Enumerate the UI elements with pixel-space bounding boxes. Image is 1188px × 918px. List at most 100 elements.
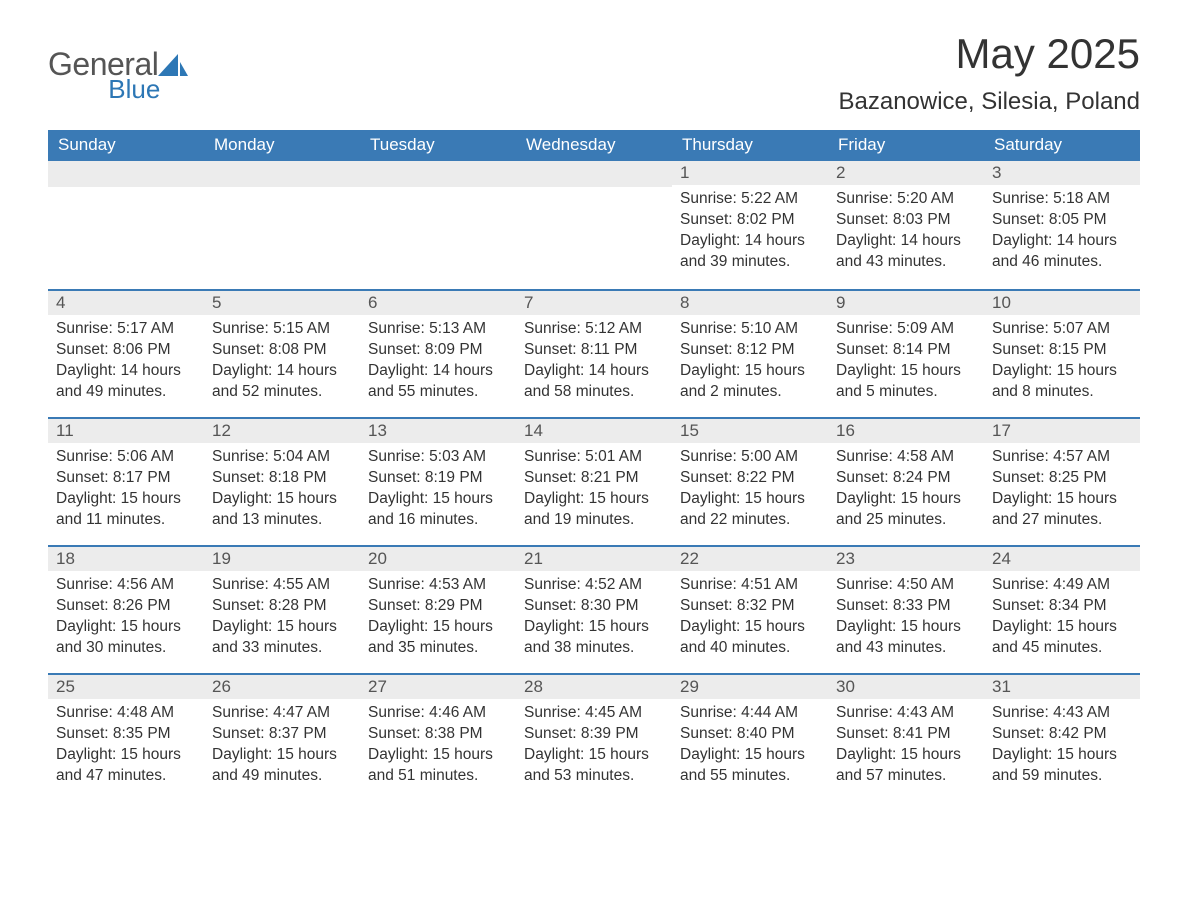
sunset-line: Sunset: 8:02 PM xyxy=(680,210,820,231)
daylight-line: Daylight: 15 hours and 11 minutes. xyxy=(56,489,196,531)
daylight-line: Daylight: 14 hours and 55 minutes. xyxy=(368,361,508,403)
sunset-line: Sunset: 8:34 PM xyxy=(992,596,1132,617)
day-number: 15 xyxy=(672,419,828,443)
day-cell: 14Sunrise: 5:01 AMSunset: 8:21 PMDayligh… xyxy=(516,419,672,545)
day-body: Sunrise: 5:07 AMSunset: 8:15 PMDaylight:… xyxy=(984,315,1140,411)
day-cell: 11Sunrise: 5:06 AMSunset: 8:17 PMDayligh… xyxy=(48,419,204,545)
day-number: 22 xyxy=(672,547,828,571)
day-number: 31 xyxy=(984,675,1140,699)
day-body: Sunrise: 5:12 AMSunset: 8:11 PMDaylight:… xyxy=(516,315,672,411)
day-cell: 23Sunrise: 4:50 AMSunset: 8:33 PMDayligh… xyxy=(828,547,984,673)
day-cell xyxy=(48,161,204,289)
day-cell: 28Sunrise: 4:45 AMSunset: 8:39 PMDayligh… xyxy=(516,675,672,801)
sunset-line: Sunset: 8:32 PM xyxy=(680,596,820,617)
day-cell: 2Sunrise: 5:20 AMSunset: 8:03 PMDaylight… xyxy=(828,161,984,289)
day-number: 3 xyxy=(984,161,1140,185)
sunrise-line: Sunrise: 5:07 AM xyxy=(992,319,1132,340)
day-body: Sunrise: 5:13 AMSunset: 8:09 PMDaylight:… xyxy=(360,315,516,411)
day-number: 4 xyxy=(48,291,204,315)
sunrise-line: Sunrise: 4:45 AM xyxy=(524,703,664,724)
sunset-line: Sunset: 8:29 PM xyxy=(368,596,508,617)
weeks-container: 1Sunrise: 5:22 AMSunset: 8:02 PMDaylight… xyxy=(48,161,1140,801)
day-body: Sunrise: 4:48 AMSunset: 8:35 PMDaylight:… xyxy=(48,699,204,795)
sunrise-line: Sunrise: 4:57 AM xyxy=(992,447,1132,468)
sunrise-line: Sunrise: 5:00 AM xyxy=(680,447,820,468)
day-cell: 26Sunrise: 4:47 AMSunset: 8:37 PMDayligh… xyxy=(204,675,360,801)
sunrise-line: Sunrise: 4:47 AM xyxy=(212,703,352,724)
sunset-line: Sunset: 8:08 PM xyxy=(212,340,352,361)
day-number: 14 xyxy=(516,419,672,443)
sunrise-line: Sunrise: 4:48 AM xyxy=(56,703,196,724)
daylight-line: Daylight: 14 hours and 39 minutes. xyxy=(680,231,820,273)
sunset-line: Sunset: 8:15 PM xyxy=(992,340,1132,361)
sunrise-line: Sunrise: 4:46 AM xyxy=(368,703,508,724)
daylight-line: Daylight: 15 hours and 57 minutes. xyxy=(836,745,976,787)
daylight-line: Daylight: 15 hours and 25 minutes. xyxy=(836,489,976,531)
sunset-line: Sunset: 8:21 PM xyxy=(524,468,664,489)
day-cell: 30Sunrise: 4:43 AMSunset: 8:41 PMDayligh… xyxy=(828,675,984,801)
logo-text: General Blue xyxy=(48,48,158,102)
week-row: 25Sunrise: 4:48 AMSunset: 8:35 PMDayligh… xyxy=(48,673,1140,801)
day-body: Sunrise: 4:46 AMSunset: 8:38 PMDaylight:… xyxy=(360,699,516,795)
logo: General Blue xyxy=(48,30,188,102)
sunrise-line: Sunrise: 4:50 AM xyxy=(836,575,976,596)
daylight-line: Daylight: 15 hours and 35 minutes. xyxy=(368,617,508,659)
day-number: 20 xyxy=(360,547,516,571)
sunrise-line: Sunrise: 4:43 AM xyxy=(992,703,1132,724)
daylight-line: Daylight: 14 hours and 46 minutes. xyxy=(992,231,1132,273)
daylight-line: Daylight: 15 hours and 49 minutes. xyxy=(212,745,352,787)
day-cell: 25Sunrise: 4:48 AMSunset: 8:35 PMDayligh… xyxy=(48,675,204,801)
day-cell xyxy=(360,161,516,289)
day-number: 12 xyxy=(204,419,360,443)
day-cell: 3Sunrise: 5:18 AMSunset: 8:05 PMDaylight… xyxy=(984,161,1140,289)
sunrise-line: Sunrise: 4:44 AM xyxy=(680,703,820,724)
sunset-line: Sunset: 8:33 PM xyxy=(836,596,976,617)
day-body: Sunrise: 5:10 AMSunset: 8:12 PMDaylight:… xyxy=(672,315,828,411)
day-number: 1 xyxy=(672,161,828,185)
weekday-monday: Monday xyxy=(204,130,360,161)
sunrise-line: Sunrise: 5:18 AM xyxy=(992,189,1132,210)
sunrise-line: Sunrise: 4:51 AM xyxy=(680,575,820,596)
sunrise-line: Sunrise: 5:15 AM xyxy=(212,319,352,340)
daylight-line: Daylight: 15 hours and 16 minutes. xyxy=(368,489,508,531)
sunset-line: Sunset: 8:06 PM xyxy=(56,340,196,361)
day-cell: 24Sunrise: 4:49 AMSunset: 8:34 PMDayligh… xyxy=(984,547,1140,673)
day-cell xyxy=(516,161,672,289)
day-cell: 5Sunrise: 5:15 AMSunset: 8:08 PMDaylight… xyxy=(204,291,360,417)
weekday-tuesday: Tuesday xyxy=(360,130,516,161)
day-body: Sunrise: 5:00 AMSunset: 8:22 PMDaylight:… xyxy=(672,443,828,539)
sunrise-line: Sunrise: 5:01 AM xyxy=(524,447,664,468)
day-body: Sunrise: 5:09 AMSunset: 8:14 PMDaylight:… xyxy=(828,315,984,411)
day-cell: 8Sunrise: 5:10 AMSunset: 8:12 PMDaylight… xyxy=(672,291,828,417)
sunset-line: Sunset: 8:25 PM xyxy=(992,468,1132,489)
day-body: Sunrise: 4:56 AMSunset: 8:26 PMDaylight:… xyxy=(48,571,204,667)
day-number: 29 xyxy=(672,675,828,699)
sunrise-line: Sunrise: 5:10 AM xyxy=(680,319,820,340)
day-cell: 29Sunrise: 4:44 AMSunset: 8:40 PMDayligh… xyxy=(672,675,828,801)
sunrise-line: Sunrise: 4:43 AM xyxy=(836,703,976,724)
day-cell xyxy=(204,161,360,289)
sunrise-line: Sunrise: 4:55 AM xyxy=(212,575,352,596)
day-body: Sunrise: 5:06 AMSunset: 8:17 PMDaylight:… xyxy=(48,443,204,539)
week-row: 1Sunrise: 5:22 AMSunset: 8:02 PMDaylight… xyxy=(48,161,1140,289)
sunrise-line: Sunrise: 4:52 AM xyxy=(524,575,664,596)
day-number: 7 xyxy=(516,291,672,315)
sunset-line: Sunset: 8:12 PM xyxy=(680,340,820,361)
day-cell: 15Sunrise: 5:00 AMSunset: 8:22 PMDayligh… xyxy=(672,419,828,545)
day-body: Sunrise: 4:49 AMSunset: 8:34 PMDaylight:… xyxy=(984,571,1140,667)
daylight-line: Daylight: 14 hours and 49 minutes. xyxy=(56,361,196,403)
day-body: Sunrise: 4:55 AMSunset: 8:28 PMDaylight:… xyxy=(204,571,360,667)
day-body: Sunrise: 5:18 AMSunset: 8:05 PMDaylight:… xyxy=(984,185,1140,281)
sunset-line: Sunset: 8:14 PM xyxy=(836,340,976,361)
day-body: Sunrise: 4:43 AMSunset: 8:41 PMDaylight:… xyxy=(828,699,984,795)
weekday-friday: Friday xyxy=(828,130,984,161)
day-cell: 13Sunrise: 5:03 AMSunset: 8:19 PMDayligh… xyxy=(360,419,516,545)
day-cell: 20Sunrise: 4:53 AMSunset: 8:29 PMDayligh… xyxy=(360,547,516,673)
daylight-line: Daylight: 15 hours and 27 minutes. xyxy=(992,489,1132,531)
day-cell: 31Sunrise: 4:43 AMSunset: 8:42 PMDayligh… xyxy=(984,675,1140,801)
day-number: 8 xyxy=(672,291,828,315)
location: Bazanowice, Silesia, Poland xyxy=(838,88,1140,116)
sunset-line: Sunset: 8:18 PM xyxy=(212,468,352,489)
day-body: Sunrise: 5:03 AMSunset: 8:19 PMDaylight:… xyxy=(360,443,516,539)
daylight-line: Daylight: 15 hours and 51 minutes. xyxy=(368,745,508,787)
